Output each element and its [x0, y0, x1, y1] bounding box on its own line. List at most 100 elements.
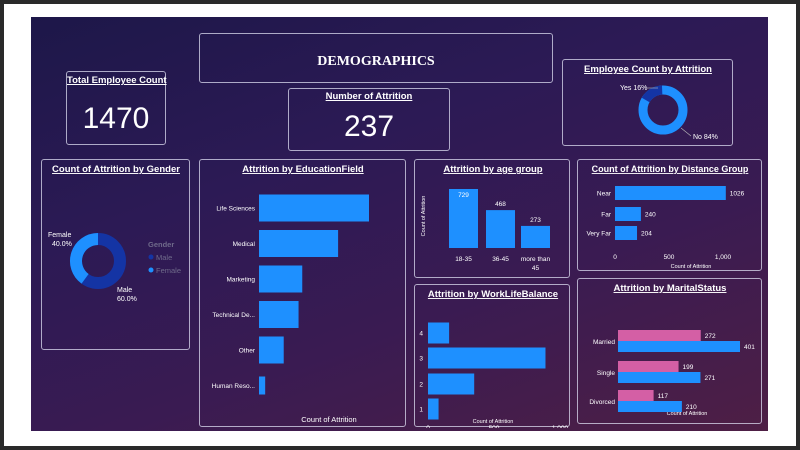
- donut-slice-no[interactable]: [638, 85, 688, 135]
- slice-label-yes: Yes 16%: [620, 85, 647, 92]
- education-bar[interactable]: [259, 301, 299, 328]
- distance-bar[interactable]: [615, 186, 726, 200]
- slice-pct-female: 40.0%: [52, 241, 72, 248]
- attrition-count-value: 237: [343, 110, 395, 143]
- distance-tick-label: 1,000: [715, 254, 732, 261]
- distance-category-label: Very Far: [586, 231, 611, 238]
- age-card[interactable]: Attrition by age group Count of Attritio…: [414, 159, 570, 278]
- right-border: [796, 0, 800, 450]
- distance-data-label: 1026: [730, 191, 745, 198]
- gender-title: Count of Attrition by Gender: [52, 164, 180, 175]
- donut-slice-yes[interactable]: [641, 85, 663, 103]
- dashboard-canvas: DEMOGRAPHICS Total Employee Count 1470 N…: [31, 17, 768, 431]
- slice-label-female: Female: [48, 232, 71, 239]
- education-bar[interactable]: [259, 376, 266, 395]
- age-data-label: 729: [458, 192, 469, 199]
- marital-data-label: 199: [683, 364, 694, 371]
- legend-marker-female: [148, 267, 154, 273]
- marital-category-label: Single: [597, 370, 615, 377]
- worklife-title: Attrition by WorkLifeBalance: [428, 289, 558, 300]
- marital-data-label: 272: [705, 333, 716, 340]
- legend-title: Gender: [148, 240, 174, 249]
- marital-bar[interactable]: [618, 361, 679, 372]
- age-ylabel: Count of Attrition: [421, 196, 427, 237]
- education-bar[interactable]: [259, 230, 339, 257]
- marital-category-label: Divorced: [589, 399, 615, 406]
- age-category-label: 36-45: [492, 256, 509, 263]
- worklife-bar[interactable]: [428, 322, 450, 344]
- legend-item-male[interactable]: Male: [156, 253, 172, 262]
- education-chart: Attrition by EducationField Count of Att…: [212, 164, 369, 424]
- gender-chart: Count of Attrition by Gender Female 40.0…: [48, 164, 181, 303]
- worklife-xlabel: Count of Attrition: [473, 419, 514, 425]
- legend-item-female[interactable]: Female: [156, 266, 181, 275]
- worklife-category-label: 2: [419, 382, 423, 389]
- age-chart: Attrition by age group Count of Attritio…: [421, 164, 551, 272]
- page-title: DEMOGRAPHICS: [317, 54, 435, 69]
- age-bar[interactable]: [486, 210, 515, 248]
- education-category-label: Other: [239, 348, 256, 355]
- marital-bar[interactable]: [618, 330, 701, 341]
- age-data-label: 273: [530, 217, 541, 224]
- education-bar[interactable]: [259, 194, 369, 222]
- distance-data-label: 204: [641, 231, 652, 238]
- distance-bar[interactable]: [615, 207, 641, 221]
- marital-bar[interactable]: [618, 341, 740, 352]
- age-data-label: 468: [495, 201, 506, 208]
- worklife-bar[interactable]: [428, 347, 546, 369]
- left-border: [0, 0, 4, 450]
- worklife-card[interactable]: Attrition by WorkLifeBalance Count of At…: [414, 284, 570, 431]
- marital-data-label: 271: [704, 375, 715, 382]
- age-bar[interactable]: [521, 225, 550, 248]
- education-category-label: Medical: [233, 241, 256, 248]
- leader-line-no: [680, 127, 692, 137]
- education-bar[interactable]: [259, 265, 303, 293]
- education-category-label: Life Sciences: [216, 206, 255, 213]
- marital-data-label: 117: [658, 393, 669, 400]
- worklife-tick-label: 0: [426, 425, 430, 428]
- worklife-chart: Attrition by WorkLifeBalance Count of At…: [419, 289, 569, 431]
- total-employee-card[interactable]: Total Employee Count 1470: [66, 71, 167, 145]
- employee-attrition-chart: Employee Count by Attrition Yes 16% No 8…: [584, 64, 718, 141]
- marital-chart: Attrition by MaritalStatus Count of Attr…: [589, 283, 755, 417]
- slice-pct-male: 60.0%: [117, 296, 137, 303]
- education-category-label: Technical De...: [212, 312, 255, 319]
- education-xlabel: Count of Attrition: [301, 415, 356, 424]
- worklife-tick-label: 1,000: [552, 425, 569, 428]
- distance-xlabel: Count of Attrition: [671, 264, 712, 270]
- marital-bar[interactable]: [618, 372, 701, 383]
- marital-bar[interactable]: [618, 401, 682, 412]
- worklife-bar[interactable]: [428, 373, 475, 395]
- distance-bar[interactable]: [615, 226, 638, 240]
- distance-tick-label: 500: [664, 254, 675, 261]
- marital-bar[interactable]: [618, 390, 654, 401]
- employee-attrition-card[interactable]: Employee Count by Attrition Yes 16% No 8…: [562, 59, 733, 146]
- slice-label-no: No 84%: [693, 134, 718, 141]
- education-category-label: Marketing: [226, 277, 255, 284]
- education-bar[interactable]: [259, 336, 284, 364]
- total-employee-value: 1470: [82, 102, 150, 135]
- worklife-category-label: 4: [419, 331, 423, 338]
- legend-marker-male: [148, 254, 154, 260]
- marital-title: Attrition by MaritalStatus: [614, 283, 727, 294]
- top-border: [0, 0, 800, 4]
- gender-card[interactable]: Count of Attrition by Gender Female 40.0…: [41, 159, 190, 350]
- slice-label-male: Male: [117, 287, 132, 294]
- worklife-bar[interactable]: [428, 398, 439, 420]
- distance-category-label: Near: [597, 191, 612, 198]
- marital-xlabel: Count of Attrition: [667, 411, 708, 417]
- marital-data-label: 210: [686, 404, 697, 411]
- distance-title: Count of Attrition by Distance Group: [592, 164, 749, 174]
- age-bar[interactable]: [449, 189, 478, 248]
- distance-card[interactable]: Count of Attrition by Distance Group Cou…: [577, 159, 762, 271]
- marital-card[interactable]: Attrition by MaritalStatus Count of Attr…: [577, 278, 762, 424]
- distance-data-label: 240: [645, 212, 656, 219]
- education-card[interactable]: Attrition by EducationField Count of Att…: [199, 159, 406, 427]
- distance-category-label: Far: [601, 212, 612, 219]
- age-category-label: 18-35: [455, 256, 472, 263]
- bottom-border: [0, 446, 800, 450]
- attrition-count-card[interactable]: Number of Attrition 237: [288, 88, 450, 151]
- donut-slice-female[interactable]: [70, 233, 99, 284]
- marital-category-label: Married: [593, 339, 615, 346]
